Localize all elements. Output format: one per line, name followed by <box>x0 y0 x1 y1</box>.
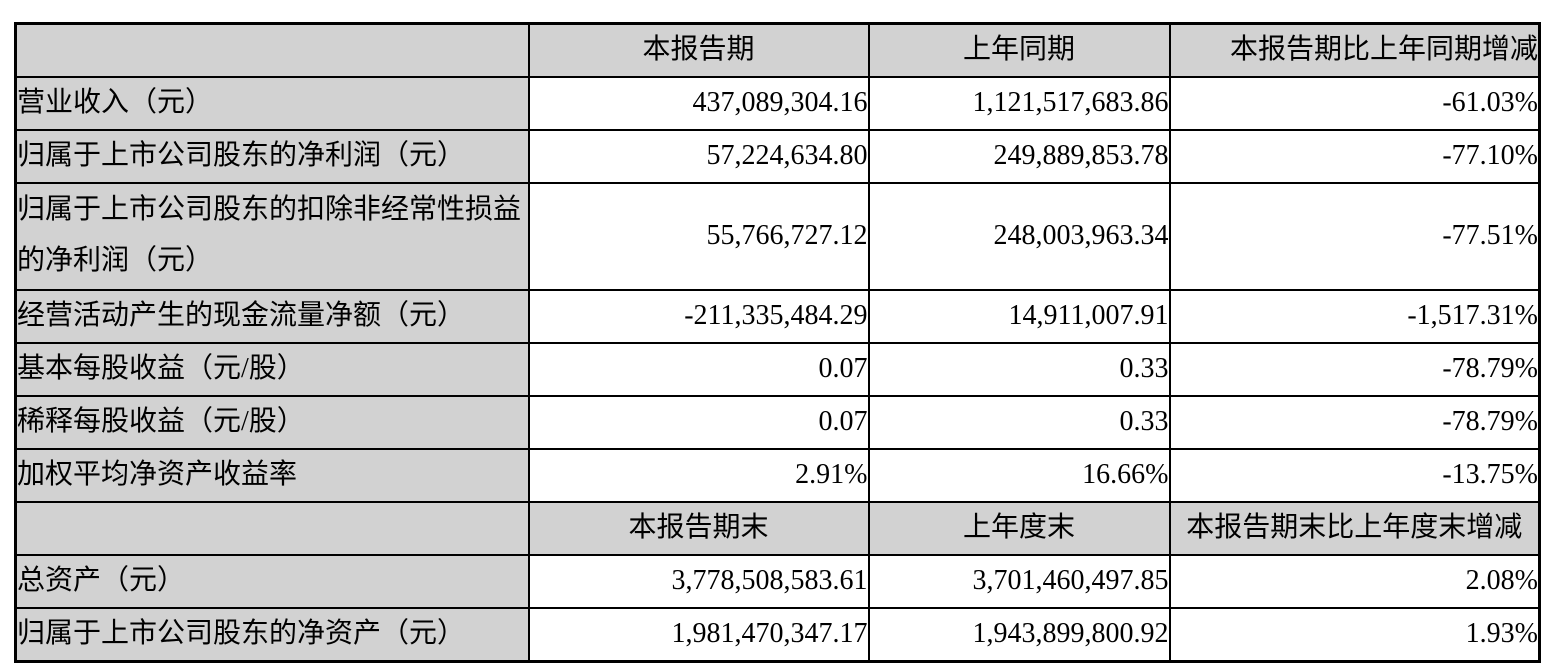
table-row-weighted-avg-roe: 加权平均净资产收益率 2.91% 16.66% -13.75% <box>14 447 1541 503</box>
value-cell-change: -78.79% <box>1168 394 1541 450</box>
row-label-cell: 加权平均净资产收益率 <box>14 447 530 503</box>
value-cell-prior: 249,889,853.78 <box>867 128 1171 184</box>
section1-header-row: 本报告期 上年同期 本报告期比上年同期增减 <box>14 22 1541 78</box>
table-row-operating-cash-flow: 经营活动产生的现金流量净额（元） -211,335,484.29 14,911,… <box>14 288 1541 344</box>
value-cell-current: 57,224,634.80 <box>527 128 870 184</box>
row-label-cell: 经营活动产生的现金流量净额（元） <box>14 288 530 344</box>
row-label-cell: 稀释每股收益（元/股） <box>14 394 530 450</box>
value-cell-prior: 0.33 <box>867 341 1171 397</box>
value-cell-current: 2.91% <box>527 447 870 503</box>
value-cell-current: 1,981,470,347.17 <box>527 606 870 663</box>
section2-header-prior-year-end: 上年度末 <box>867 500 1171 556</box>
value-cell-current: 55,766,727.12 <box>527 181 870 291</box>
table-row-basic-eps: 基本每股收益（元/股） 0.07 0.33 -78.79% <box>14 341 1541 397</box>
table-row-net-assets: 归属于上市公司股东的净资产（元） 1,981,470,347.17 1,943,… <box>14 606 1541 663</box>
table-row-net-profit: 归属于上市公司股东的净利润（元） 57,224,634.80 249,889,8… <box>14 128 1541 184</box>
value-cell-prior: 248,003,963.34 <box>867 181 1171 291</box>
value-cell-prior: 0.33 <box>867 394 1171 450</box>
row-label-cell: 营业收入（元） <box>14 75 530 131</box>
value-cell-change: -78.79% <box>1168 341 1541 397</box>
value-cell-prior: 1,121,517,683.86 <box>867 75 1171 131</box>
value-cell-prior: 1,943,899,800.92 <box>867 606 1171 663</box>
value-cell-current: -211,335,484.29 <box>527 288 870 344</box>
value-cell-current: 437,089,304.16 <box>527 75 870 131</box>
value-cell-change: -77.51% <box>1168 181 1541 291</box>
value-cell-current: 0.07 <box>527 341 870 397</box>
value-cell-prior: 16.66% <box>867 447 1171 503</box>
row-label-cell: 归属于上市公司股东的净资产（元） <box>14 606 530 663</box>
row-label-cell: 归属于上市公司股东的扣除非经常性损益的净利润（元） <box>14 181 530 291</box>
section1-header-change: 本报告期比上年同期增减 <box>1168 22 1541 78</box>
value-cell-current: 0.07 <box>527 394 870 450</box>
table-row-operating-revenue: 营业收入（元） 437,089,304.16 1,121,517,683.86 … <box>14 75 1541 131</box>
financial-summary-table: 本报告期 上年同期 本报告期比上年同期增减 营业收入（元） 437,089,30… <box>14 22 1541 663</box>
section2-header-change: 本报告期末比上年度末增减 <box>1168 500 1541 556</box>
value-cell-change: -77.10% <box>1168 128 1541 184</box>
row-label-cell: 基本每股收益（元/股） <box>14 341 530 397</box>
table-row-net-profit-excl-nonrecurring: 归属于上市公司股东的扣除非经常性损益的净利润（元） 55,766,727.12 … <box>14 181 1541 291</box>
value-cell-prior: 14,911,007.91 <box>867 288 1171 344</box>
value-cell-change: 1.93% <box>1168 606 1541 663</box>
table-row-total-assets: 总资产（元） 3,778,508,583.61 3,701,460,497.85… <box>14 553 1541 609</box>
value-cell-change: -13.75% <box>1168 447 1541 503</box>
section2-header-empty-cell <box>14 500 530 556</box>
value-cell-change: -1,517.31% <box>1168 288 1541 344</box>
value-cell-change: 2.08% <box>1168 553 1541 609</box>
value-cell-prior: 3,701,460,497.85 <box>867 553 1171 609</box>
section1-header-prior-period: 上年同期 <box>867 22 1171 78</box>
section1-header-current-period: 本报告期 <box>527 22 870 78</box>
row-label-cell: 归属于上市公司股东的净利润（元） <box>14 128 530 184</box>
row-label-cell: 总资产（元） <box>14 553 530 609</box>
table-row-diluted-eps: 稀释每股收益（元/股） 0.07 0.33 -78.79% <box>14 394 1541 450</box>
section2-header-current-period-end: 本报告期末 <box>527 500 870 556</box>
value-cell-current: 3,778,508,583.61 <box>527 553 870 609</box>
financial-summary-section: 本报告期 上年同期 本报告期比上年同期增减 营业收入（元） 437,089,30… <box>14 22 1541 663</box>
section2-header-row: 本报告期末 上年度末 本报告期末比上年度末增减 <box>14 500 1541 556</box>
value-cell-change: -61.03% <box>1168 75 1541 131</box>
section1-header-empty-cell <box>14 22 530 78</box>
